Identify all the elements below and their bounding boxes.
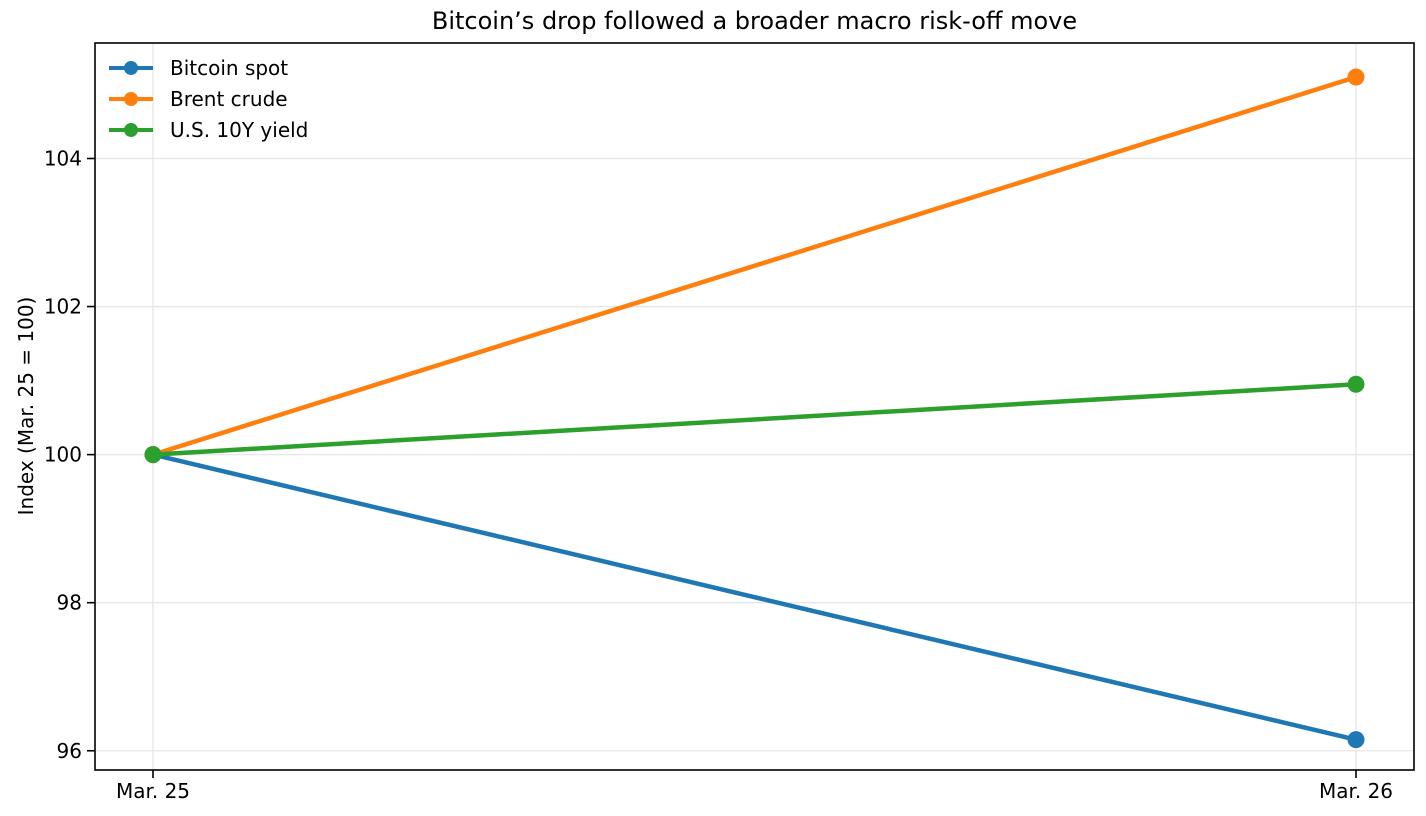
legend-item-brent-crude: Brent crude [108, 87, 308, 111]
legend-label-brent-crude: Brent crude [170, 87, 288, 111]
legend-dot-bitcoin-spot [124, 61, 138, 75]
legend: Bitcoin spot Brent crude U.S. 10Y yield [108, 56, 308, 142]
series-line-u-s-10y-yield [150, 382, 1359, 457]
legend-label-bitcoin-spot: Bitcoin spot [170, 56, 289, 80]
legend-dot-brent-crude [124, 92, 138, 106]
data-point-brent-crude-mar-26 [1347, 68, 1365, 86]
legend-marker-icon-u-s-10y-yield [109, 123, 153, 137]
data-point-u-s-10y-yield-mar-25 [144, 446, 162, 464]
legend-marker-icon-brent-crude [109, 92, 153, 106]
series-line-bitcoin-spot [150, 452, 1359, 742]
legend-item-u-s-10y-yield: U.S. 10Y yield [108, 118, 308, 142]
y-tick-label-96: 96 [57, 739, 82, 763]
y-tick-label-98: 98 [57, 591, 82, 615]
x-tick-label-mar-25: Mar. 25 [116, 779, 190, 803]
legend-marker-icon-bitcoin-spot [109, 61, 153, 75]
legend-item-bitcoin-spot: Bitcoin spot [108, 56, 308, 80]
legend-label-u-s-10y-yield: U.S. 10Y yield [170, 118, 309, 142]
data-point-bitcoin-spot-mar-26 [1347, 731, 1365, 749]
x-tick-label-mar-26: Mar. 26 [1319, 779, 1393, 803]
y-tick-label-100: 100 [44, 443, 82, 467]
axes-border [94, 42, 1415, 771]
legend-dot-u-s-10y-yield [124, 123, 138, 137]
y-tick-label-102: 102 [44, 295, 82, 319]
chart-title: Bitcoin’s drop followed a broader macro … [431, 7, 1078, 35]
data-point-u-s-10y-yield-mar-26 [1347, 375, 1365, 393]
series-line-brent-crude [150, 74, 1359, 457]
y-tick-label-104: 104 [44, 146, 82, 170]
